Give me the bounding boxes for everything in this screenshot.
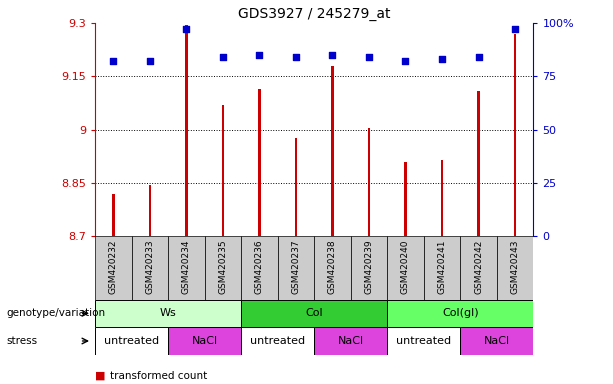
Bar bbox=[148, 185, 151, 236]
Bar bbox=[95, 236, 132, 300]
Point bbox=[181, 26, 191, 33]
Text: GSM420232: GSM420232 bbox=[109, 239, 118, 294]
Text: GSM420241: GSM420241 bbox=[438, 239, 446, 294]
Point bbox=[327, 52, 337, 58]
Bar bbox=[205, 236, 241, 300]
Text: GSM420236: GSM420236 bbox=[255, 239, 264, 294]
Bar bbox=[514, 34, 516, 236]
Point bbox=[400, 58, 410, 65]
Text: GSM420240: GSM420240 bbox=[401, 239, 410, 294]
Bar bbox=[478, 91, 480, 236]
Bar bbox=[460, 236, 497, 300]
Bar bbox=[112, 194, 115, 236]
Bar bbox=[387, 236, 424, 300]
Bar bbox=[404, 162, 407, 236]
Text: transformed count: transformed count bbox=[110, 371, 208, 381]
Bar bbox=[278, 236, 314, 300]
Bar bbox=[132, 236, 168, 300]
Text: stress: stress bbox=[6, 336, 37, 346]
Bar bbox=[441, 160, 443, 236]
Text: untreated: untreated bbox=[396, 336, 451, 346]
Text: NaCl: NaCl bbox=[484, 336, 510, 346]
Text: genotype/variation: genotype/variation bbox=[6, 308, 105, 318]
Text: GSM420238: GSM420238 bbox=[328, 239, 337, 294]
Text: Ws: Ws bbox=[160, 308, 177, 318]
Bar bbox=[387, 300, 533, 327]
Bar bbox=[185, 25, 188, 236]
Text: GSM420243: GSM420243 bbox=[511, 239, 520, 294]
Bar bbox=[221, 105, 224, 236]
Text: GSM420233: GSM420233 bbox=[145, 239, 154, 294]
Text: GSM420234: GSM420234 bbox=[182, 239, 191, 294]
Bar bbox=[168, 327, 241, 355]
Text: GSM420239: GSM420239 bbox=[365, 239, 373, 294]
Bar bbox=[95, 300, 241, 327]
Bar bbox=[497, 236, 533, 300]
Bar bbox=[368, 128, 370, 236]
Text: GSM420242: GSM420242 bbox=[474, 239, 483, 294]
Bar bbox=[241, 327, 314, 355]
Bar bbox=[387, 327, 460, 355]
Point bbox=[364, 54, 374, 60]
Point bbox=[291, 54, 301, 60]
Point bbox=[510, 26, 520, 33]
Text: ■: ■ bbox=[95, 371, 105, 381]
Bar bbox=[258, 89, 261, 236]
Text: Col(gl): Col(gl) bbox=[442, 308, 479, 318]
Title: GDS3927 / 245279_at: GDS3927 / 245279_at bbox=[238, 7, 390, 21]
Text: untreated: untreated bbox=[250, 336, 305, 346]
Text: NaCl: NaCl bbox=[191, 336, 218, 346]
Bar bbox=[460, 327, 533, 355]
Bar bbox=[351, 236, 387, 300]
Bar bbox=[314, 236, 351, 300]
Bar bbox=[95, 327, 168, 355]
Bar bbox=[424, 236, 460, 300]
Text: NaCl: NaCl bbox=[338, 336, 364, 346]
Text: Col: Col bbox=[305, 308, 323, 318]
Text: GSM420237: GSM420237 bbox=[291, 239, 300, 294]
Point bbox=[254, 52, 264, 58]
Text: GSM420235: GSM420235 bbox=[218, 239, 227, 294]
Text: untreated: untreated bbox=[104, 336, 159, 346]
Point bbox=[218, 54, 228, 60]
Bar bbox=[295, 139, 297, 236]
Bar bbox=[168, 236, 205, 300]
Point bbox=[145, 58, 154, 65]
Point bbox=[109, 58, 118, 65]
Point bbox=[437, 56, 447, 62]
Point bbox=[474, 54, 484, 60]
Bar bbox=[314, 327, 387, 355]
Bar bbox=[331, 66, 333, 236]
Bar bbox=[241, 236, 278, 300]
Bar bbox=[241, 300, 387, 327]
